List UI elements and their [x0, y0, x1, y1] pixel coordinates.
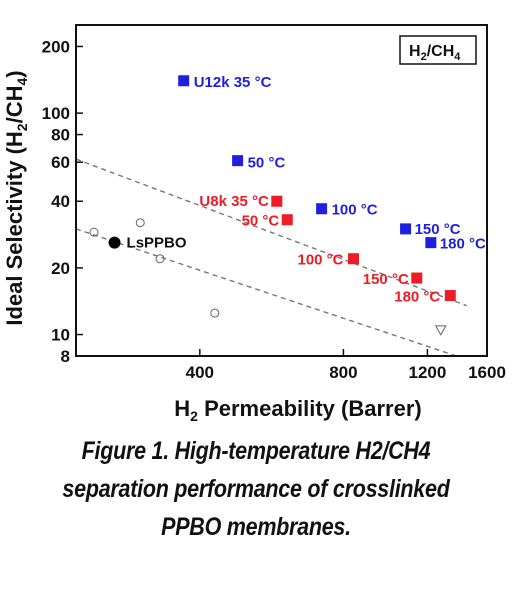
point-label: 150 °C: [363, 271, 409, 288]
point-u8k: [271, 195, 283, 207]
caption-line-1: Figure 1. High-temperature H2/CH4: [81, 437, 431, 465]
point-label: 180 °C: [440, 236, 486, 253]
x-tick-label: 1200: [408, 363, 446, 382]
point-literature: [210, 308, 220, 318]
point-label: 50 °C: [242, 213, 280, 230]
point-u12k: [400, 223, 412, 235]
point-label: 100 °C: [332, 202, 378, 219]
plot-frame: [75, 24, 488, 357]
point-label: U8k 35 °C: [199, 193, 269, 210]
y-tick-label: 10: [51, 326, 70, 345]
point-label: 100 °C: [297, 252, 343, 269]
legend-box: [399, 35, 477, 65]
x-tick-label: 800: [329, 363, 357, 382]
point-label: LsPPBO: [127, 235, 187, 252]
y-tick-label: 80: [51, 126, 70, 145]
point-literature: [135, 218, 145, 228]
point-literature: [89, 227, 99, 237]
legend: H2/CH4: [399, 35, 477, 65]
point-literature-triangle: [434, 325, 447, 336]
trade-off-line-1: [76, 158, 467, 307]
point-label: U12k 35 °C: [194, 74, 272, 91]
y-tick-label: 200: [42, 37, 70, 56]
caption-line-3: PPBO membranes.: [161, 513, 351, 541]
y-tick-label: 40: [51, 192, 70, 211]
trade-off-lines: [76, 158, 467, 356]
point-u8k: [444, 290, 456, 302]
point-u8k: [281, 214, 293, 226]
point-u12k: [232, 155, 244, 167]
point-u12k: [178, 75, 190, 87]
trade-off-line-2: [76, 228, 457, 356]
x-tick-label: 1600: [468, 363, 506, 382]
point-label: 180 °C: [394, 289, 440, 306]
point-lsppbo: [108, 236, 121, 249]
y-tick-label: 60: [51, 153, 70, 172]
caption-line-2: separation performance of crosslinked: [62, 475, 450, 503]
point-literature: [155, 254, 165, 264]
point-u8k: [348, 253, 360, 265]
y-tick-label: 8: [61, 347, 70, 366]
x-tick-label: 400: [186, 363, 214, 382]
figure-caption: Figure 1. High-temperature H2/CH4 separa…: [36, 432, 476, 546]
point-label: 50 °C: [248, 155, 286, 172]
point-u8k: [411, 272, 423, 284]
x-axis-title: H2 Permeability (Barrer): [174, 396, 421, 424]
y-tick-label: 20: [51, 259, 70, 278]
legend-label: H2/CH4: [409, 43, 461, 63]
point-label: 150 °C: [415, 221, 461, 238]
point-u12k: [425, 237, 437, 249]
point-u12k: [316, 203, 328, 215]
y-axis-title: Ideal Selectivity (H2/CH4): [2, 70, 30, 325]
y-tick-label: 100: [42, 104, 70, 123]
